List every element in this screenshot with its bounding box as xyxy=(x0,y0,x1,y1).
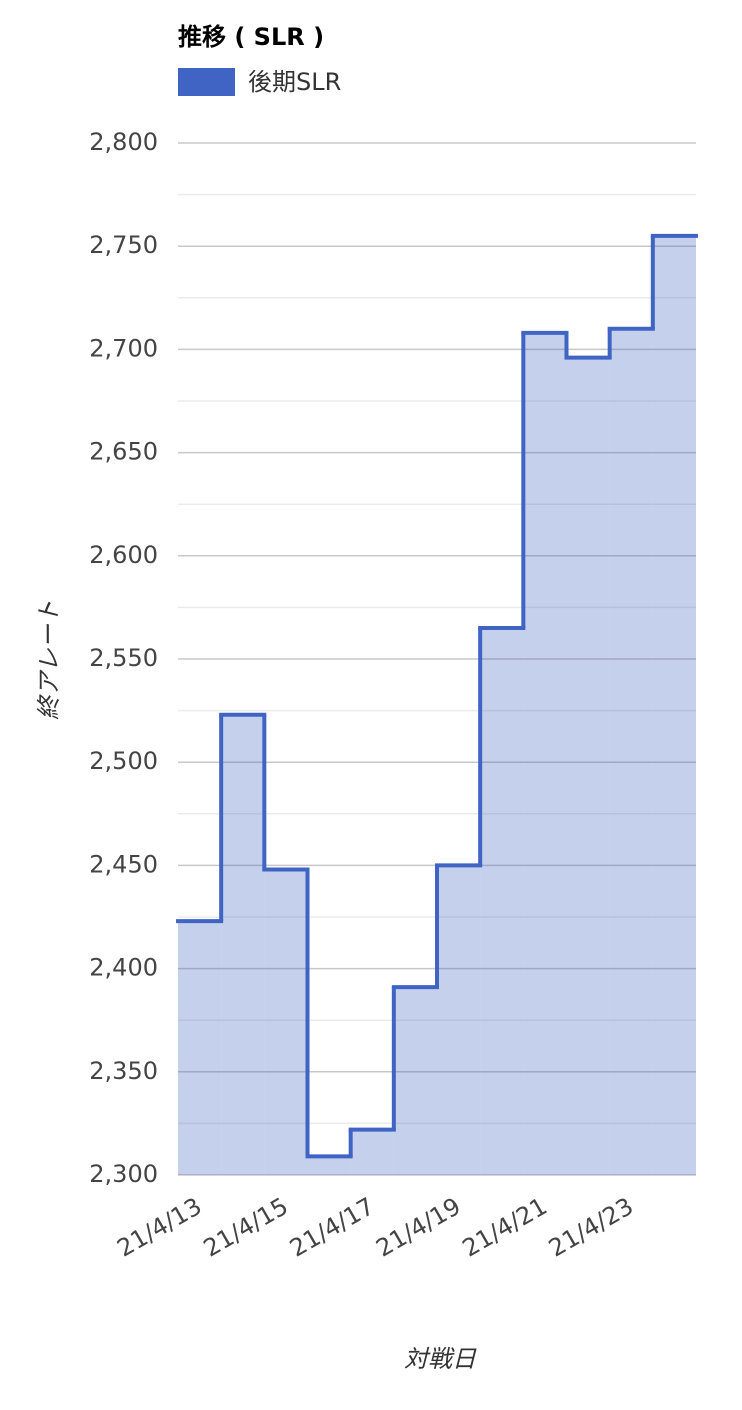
area-step xyxy=(609,328,653,1175)
x-tick-label: 21/4/15 xyxy=(199,1192,293,1263)
y-tick-label: 2,600 xyxy=(89,541,158,569)
area-step xyxy=(566,357,610,1175)
x-tick-label: 21/4/17 xyxy=(285,1192,379,1263)
y-tick-label: 2,450 xyxy=(89,850,158,878)
area-step xyxy=(523,332,567,1175)
area-step xyxy=(652,235,696,1175)
x-tick-label: 21/4/13 xyxy=(112,1192,206,1263)
x-tick-label: 21/4/23 xyxy=(544,1192,638,1263)
y-tick-label: 2,300 xyxy=(89,1160,158,1188)
area-step xyxy=(307,1156,351,1175)
y-tick-label: 2,650 xyxy=(89,438,158,466)
y-tick-label: 2,800 xyxy=(89,128,158,156)
y-tick-label: 2,500 xyxy=(89,747,158,775)
x-tick-label: 21/4/21 xyxy=(458,1192,552,1263)
chart-title: 推移 ( SLR ) xyxy=(178,23,324,51)
y-tick-label: 2,750 xyxy=(89,231,158,259)
x-axis-label: 対戦日 xyxy=(404,1345,477,1373)
area-step xyxy=(480,628,524,1175)
area-step xyxy=(221,714,265,1175)
legend-swatch xyxy=(178,68,235,96)
area-step xyxy=(178,921,222,1175)
area-step xyxy=(264,869,308,1175)
x-tick-label: 21/4/19 xyxy=(371,1192,465,1263)
y-axis-label: 終アレート xyxy=(35,600,63,720)
y-tick-label: 2,400 xyxy=(89,954,158,982)
area-step xyxy=(437,865,481,1175)
y-tick-label: 2,550 xyxy=(89,644,158,672)
y-tick-label: 2,350 xyxy=(89,1057,158,1085)
y-tick-label: 2,700 xyxy=(89,334,158,362)
area-step xyxy=(350,1129,394,1175)
area-step xyxy=(393,987,437,1175)
legend-label: 後期SLR xyxy=(248,68,341,96)
